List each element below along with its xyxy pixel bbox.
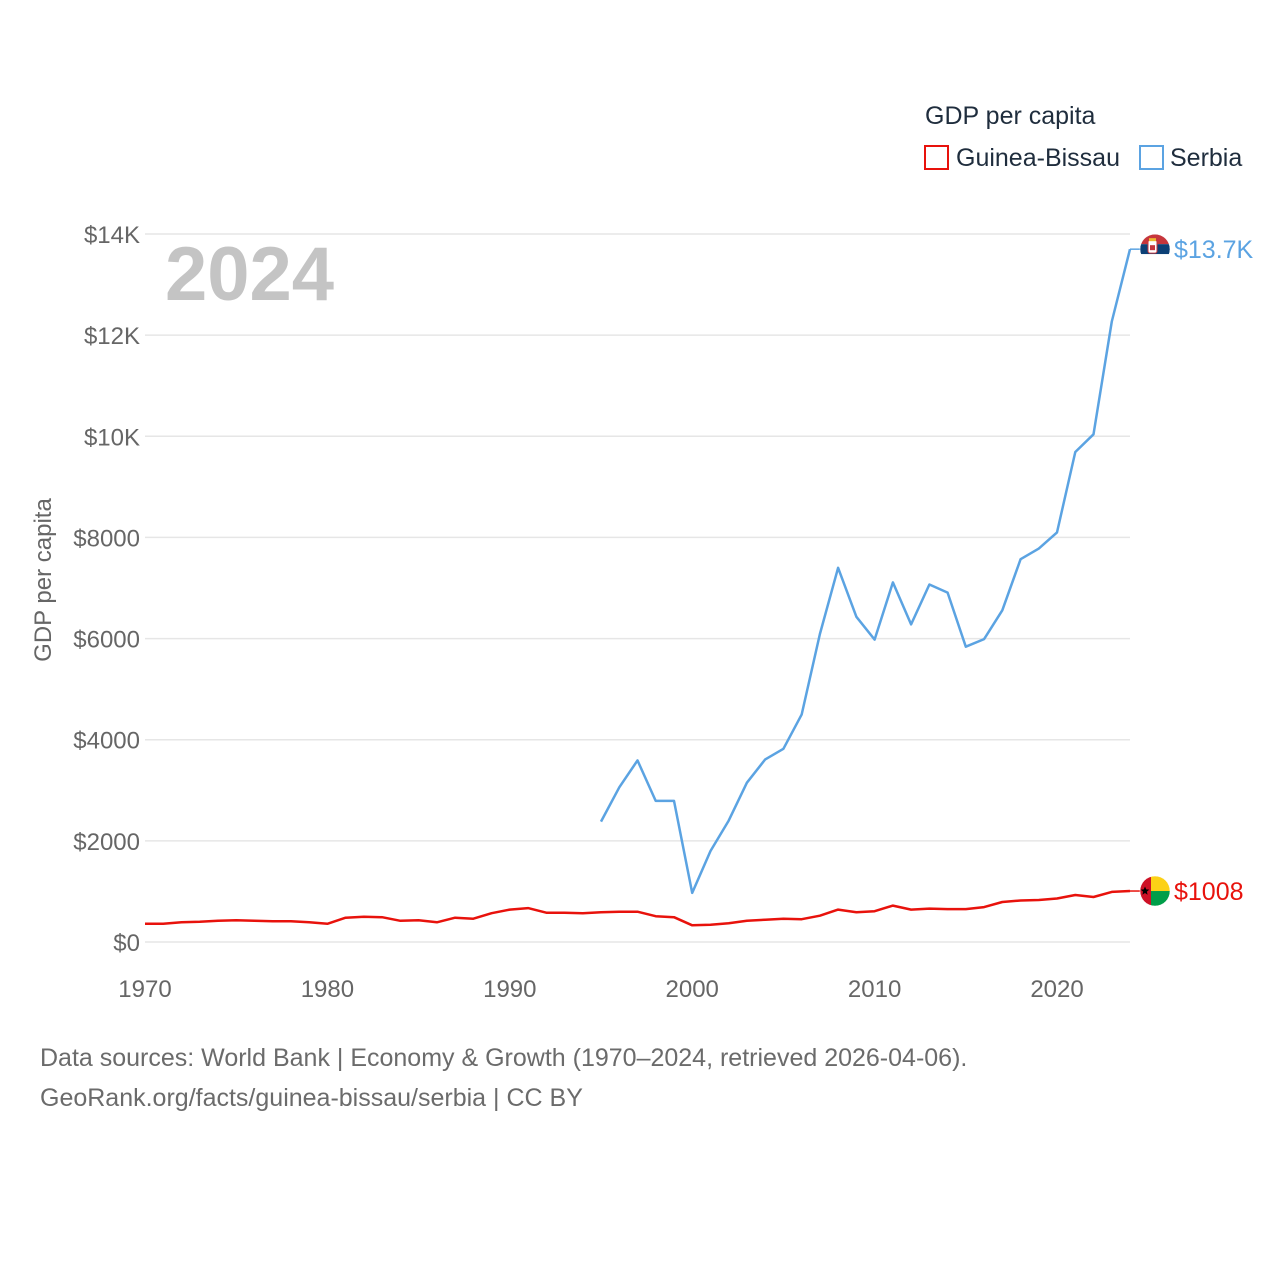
legend-swatch-guinea-bissau[interactable]: [924, 145, 949, 170]
legend-title: GDP per capita: [925, 102, 1096, 130]
series-line-serbia[interactable]: [599, 248, 1132, 895]
serbia-flag-icon: [1139, 233, 1171, 265]
year-label: 2024: [165, 232, 334, 317]
y-tick-label: $2000: [73, 829, 140, 856]
y-tick-label: $6000: [73, 627, 140, 654]
y-axis-ticks: $0 $2000 $4000 $6000 $8000 $10K $12K $14K: [73, 222, 140, 957]
y-tick-label: $10K: [84, 424, 140, 451]
legend-label-guinea-bissau[interactable]: Guinea-Bissau: [956, 144, 1120, 172]
y-tick-label: $4000: [73, 728, 140, 755]
y-tick-label: $8000: [73, 525, 140, 552]
y-tick-label: $0: [113, 930, 140, 957]
gridlines: [145, 233, 1130, 943]
guinea-bissau-flag-icon: [1139, 875, 1171, 907]
end-value-label-serbia: $13.7K: [1174, 236, 1254, 264]
x-tick-label: 1990: [483, 976, 536, 1003]
legend-swatch-serbia[interactable]: [1139, 145, 1164, 170]
series-end-markers: $1008 $13.7K: [1130, 233, 1254, 907]
y-tick-label: $14K: [84, 222, 140, 249]
x-tick-label: 1970: [118, 976, 171, 1003]
legend-label-serbia[interactable]: Serbia: [1170, 144, 1242, 172]
y-axis-label: GDP per capita: [30, 498, 57, 662]
y-tick-label: $12K: [84, 323, 140, 350]
source-line: Data sources: World Bank | Economy & Gro…: [40, 1044, 968, 1072]
x-tick-label: 2000: [666, 976, 719, 1003]
x-tick-label: 1980: [301, 976, 354, 1003]
x-tick-label: 2010: [848, 976, 901, 1003]
end-value-label-guinea-bissau: $1008: [1174, 878, 1244, 906]
x-tick-label: 2020: [1030, 976, 1083, 1003]
series-lines: [145, 248, 1132, 927]
credit-line[interactable]: GeoRank.org/facts/guinea-bissau/serbia |…: [40, 1084, 583, 1112]
x-axis-ticks: 1970 1980 1990 2000 2010 2020: [118, 976, 1083, 1003]
series-line-guinea-bissau[interactable]: [145, 889, 1131, 927]
